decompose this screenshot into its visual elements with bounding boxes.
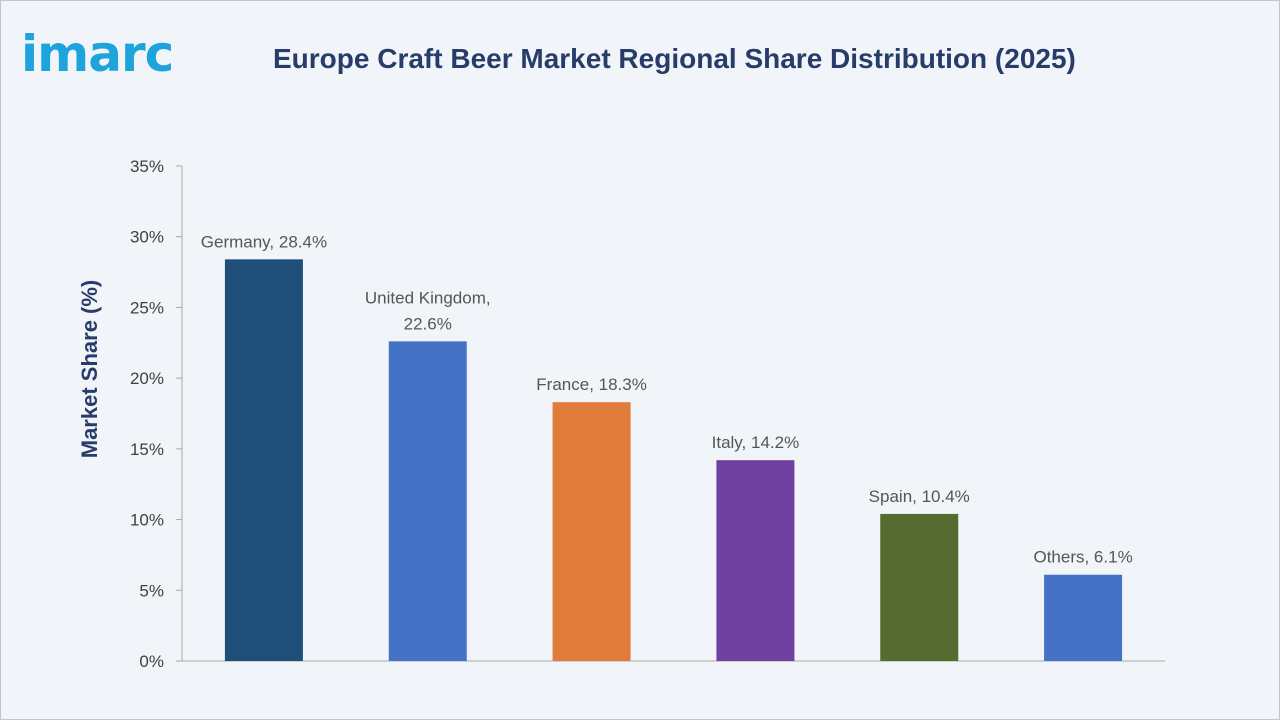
y-tick-label: 0% [139,652,164,671]
data-label: Spain, 10.4% [869,487,970,506]
data-label: France, 18.3% [536,375,647,394]
y-tick-label: 20% [130,369,164,388]
y-axis-label: Market Share (%) [77,280,102,459]
data-label: 22.6% [404,314,452,333]
bar-italy [716,460,795,661]
data-label: Germany, 28.4% [201,232,327,251]
bar-others [1044,574,1123,661]
bar-france [552,402,631,661]
data-label: United Kingdom, [365,288,491,307]
y-tick-label: 15% [130,440,164,459]
bar-united-kingdom [388,341,467,661]
y-tick-label: 5% [139,581,164,600]
y-tick-label: 10% [130,511,164,530]
chart-axes: 0% 5% 10% 15% 20% 25% 30% 35% [130,157,1165,671]
chart-bars [224,259,1123,661]
y-tick-label: 25% [130,298,164,317]
chart-data-labels: Germany, 28.4% United Kingdom, 22.6% France… [201,232,1133,566]
chart-title: Europe Craft Beer Market Regional Share … [273,43,1076,74]
bar-germany [224,259,303,661]
bar-spain [880,513,959,661]
data-label: Italy, 14.2% [712,433,800,452]
y-tick-label: 30% [130,228,164,247]
imarc-logo: imarc [21,25,174,83]
data-label: Others, 6.1% [1033,548,1132,567]
y-tick-label: 35% [130,157,164,176]
